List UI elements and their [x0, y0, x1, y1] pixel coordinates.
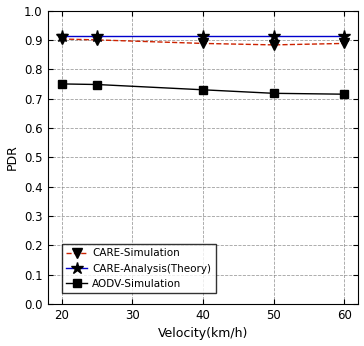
CARE-Analysis(Theory): [95, 34, 99, 38]
CARE-Simulation: [60, 37, 64, 41]
X-axis label: Velocity(km/h): Velocity(km/h): [158, 327, 248, 340]
AODV-Simulation: [342, 92, 347, 96]
Line: CARE-Simulation: CARE-Simulation: [57, 34, 349, 50]
CARE-Simulation: [201, 42, 205, 46]
CARE-Analysis(Theory): [272, 34, 276, 38]
AODV-Simulation: [272, 91, 276, 95]
CARE-Simulation: [272, 43, 276, 47]
Line: AODV-Simulation: AODV-Simulation: [58, 80, 348, 98]
CARE-Simulation: [342, 42, 347, 46]
CARE-Analysis(Theory): [342, 34, 347, 38]
CARE-Analysis(Theory): [60, 34, 64, 38]
CARE-Simulation: [95, 38, 99, 42]
CARE-Analysis(Theory): [201, 34, 205, 38]
AODV-Simulation: [60, 82, 64, 86]
AODV-Simulation: [201, 88, 205, 92]
Legend: CARE-Simulation, CARE-Analysis(Theory), AODV-Simulation: CARE-Simulation, CARE-Analysis(Theory), …: [62, 244, 215, 293]
AODV-Simulation: [95, 82, 99, 86]
Y-axis label: PDR: PDR: [5, 144, 19, 170]
Line: CARE-Analysis(Theory): CARE-Analysis(Theory): [55, 30, 351, 43]
